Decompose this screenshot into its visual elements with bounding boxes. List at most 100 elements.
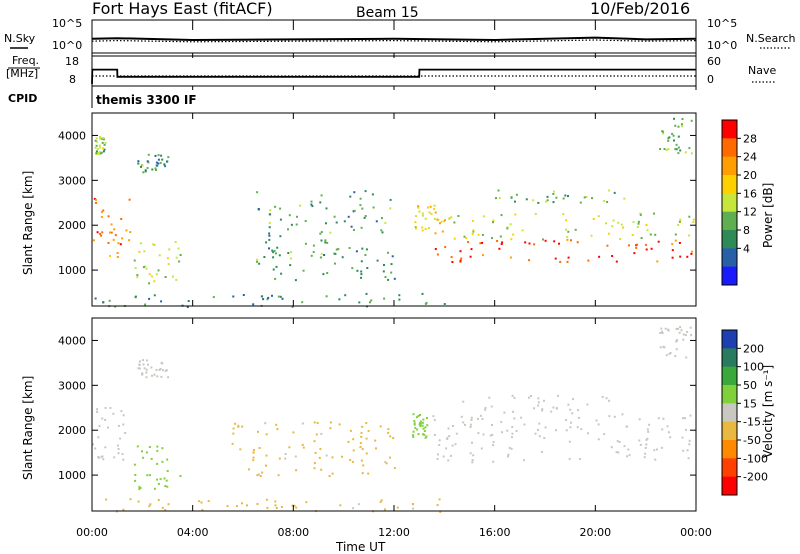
power-cell — [383, 264, 385, 266]
velocity-cell — [277, 474, 280, 477]
freq-label-1: Freq. — [12, 54, 39, 67]
power-cell — [692, 221, 695, 224]
power-cell — [636, 243, 639, 246]
velocity-cell — [659, 332, 662, 334]
power-cell — [384, 276, 387, 278]
velocity-cell — [142, 359, 145, 362]
power-cell — [499, 235, 502, 238]
power-cell — [168, 248, 171, 251]
velocity-cell — [520, 416, 523, 419]
power-cell — [289, 264, 292, 267]
velocity-cell — [565, 429, 568, 432]
power-cell — [269, 213, 272, 216]
velocity-cell — [295, 469, 298, 472]
power-cell — [393, 277, 396, 280]
power-cell — [645, 248, 648, 251]
power-cell — [678, 220, 681, 223]
power-colorbar-tick-label: 8 — [743, 224, 750, 237]
power-cell — [679, 149, 682, 152]
velocity-ytick-label: 4000 — [58, 334, 86, 347]
velocity-cell — [318, 456, 321, 459]
power-cell — [335, 221, 338, 224]
velocity-colorbar-bin — [722, 476, 737, 496]
velocity-cell — [645, 443, 648, 446]
power-cell — [361, 247, 364, 250]
power-cell — [657, 240, 660, 243]
power-cell — [94, 146, 97, 149]
power-cell — [98, 144, 101, 147]
velocity-cell — [167, 376, 170, 379]
velocity-cell — [237, 426, 240, 429]
velocity-cell — [284, 457, 287, 460]
power-colorbar-bin — [722, 230, 737, 249]
power-cell — [134, 267, 137, 269]
power-cell — [232, 295, 235, 298]
power-cell — [102, 301, 105, 304]
velocity-cell — [379, 425, 382, 428]
x-tick-label: 20:00 — [579, 526, 611, 539]
power-cell — [344, 294, 347, 297]
velocity-cell — [437, 453, 439, 456]
station-title: Fort Hays East (fitACF) — [92, 0, 273, 18]
velocity-cell — [675, 340, 678, 343]
velocity-colorbar-bin — [722, 403, 737, 423]
power-cell — [256, 258, 259, 261]
power-cell — [100, 211, 103, 214]
velocity-cell — [112, 412, 115, 415]
power-cell — [481, 241, 484, 244]
velocity-cell — [97, 456, 100, 459]
power-cell — [144, 170, 147, 173]
velocity-cell — [417, 433, 420, 436]
velocity-cell — [365, 437, 368, 440]
velocity-cell — [615, 451, 618, 454]
velocity-cell — [552, 406, 555, 409]
velocity-cell — [638, 418, 641, 421]
power-cell — [496, 240, 499, 242]
velocity-cell — [507, 453, 510, 456]
velocity-cell — [445, 447, 448, 450]
velocity-cell — [416, 428, 419, 431]
velocity-cell — [412, 507, 415, 510]
nave-tick-bottom: 0 — [707, 73, 714, 86]
velocity-cell — [359, 446, 362, 448]
power-cell — [146, 160, 149, 163]
velocity-cell — [528, 396, 530, 399]
power-cell — [94, 297, 97, 300]
velocity-cell — [113, 456, 116, 459]
velocity-cell — [597, 438, 600, 441]
power-cell — [639, 212, 642, 215]
velocity-cell — [513, 396, 516, 399]
power-cell — [497, 189, 500, 192]
power-cell — [678, 242, 681, 244]
power-colorbar-tick-label: 28 — [743, 132, 757, 145]
velocity-cell — [476, 417, 479, 420]
power-cell — [398, 294, 401, 297]
velocity-cell — [101, 417, 104, 420]
power-cell — [631, 234, 634, 236]
power-cell — [665, 148, 668, 151]
velocity-cell — [452, 425, 454, 427]
power-cell — [425, 301, 428, 304]
power-cell — [650, 247, 653, 250]
velocity-cell — [148, 446, 151, 448]
velocity-cell — [412, 435, 415, 438]
power-cell — [101, 137, 104, 140]
velocity-cell — [136, 445, 139, 448]
power-cell — [157, 154, 160, 157]
power-cell — [467, 241, 470, 244]
velocity-cell — [492, 441, 495, 444]
power-cell — [295, 223, 298, 226]
velocity-ytick-label: 3000 — [58, 379, 86, 392]
velocity-cell — [256, 503, 259, 505]
velocity-cell — [681, 436, 684, 439]
freq-panel — [91, 55, 697, 87]
velocity-cell — [150, 457, 153, 460]
power-cell — [167, 263, 170, 266]
velocity-cell — [455, 432, 458, 435]
power-cell — [100, 234, 103, 237]
velocity-cell — [166, 458, 169, 461]
power-cell — [674, 148, 677, 151]
power-cell — [562, 197, 565, 200]
velocity-cell — [139, 487, 142, 489]
power-cell — [453, 237, 456, 240]
